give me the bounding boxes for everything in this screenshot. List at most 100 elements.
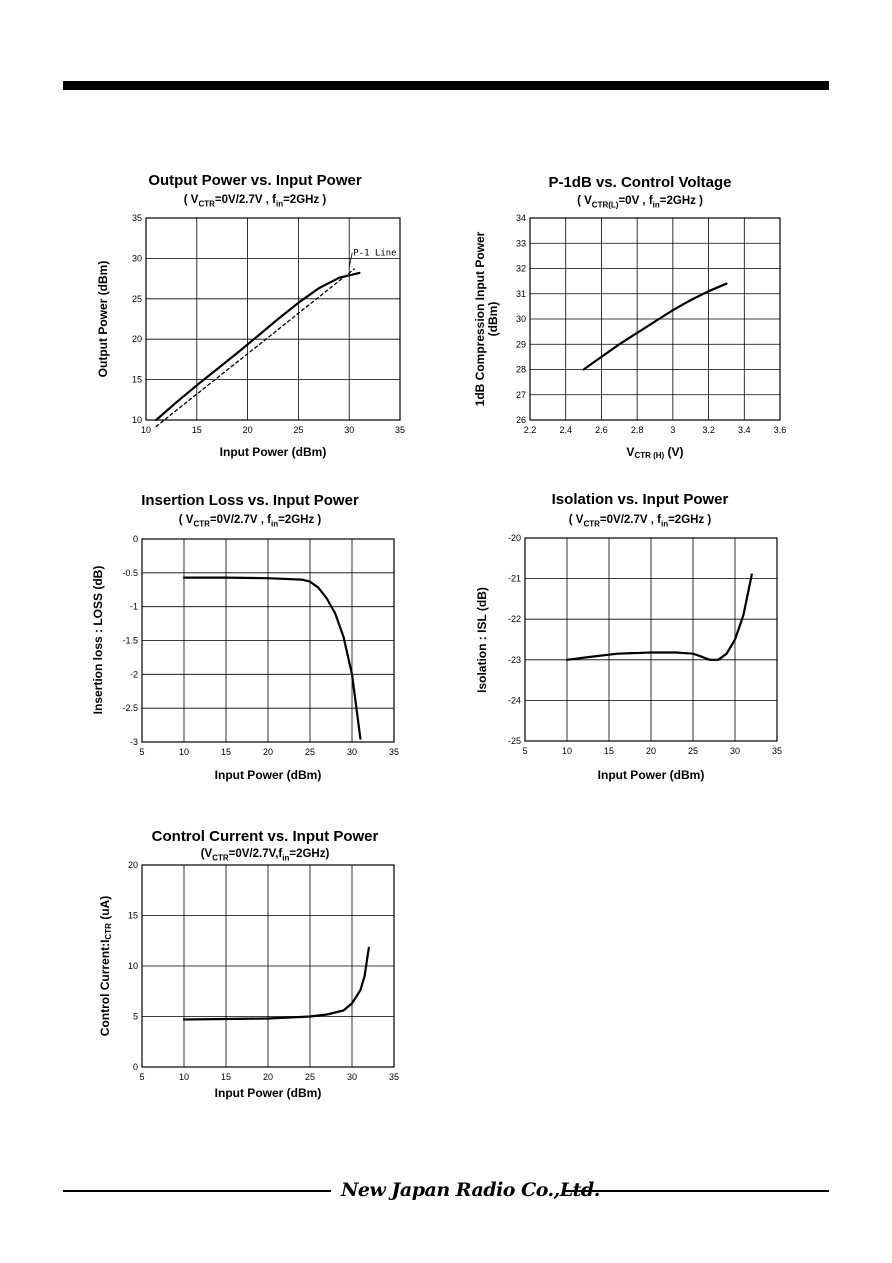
chart-output-power: Output Power vs. Input Power ( VCTR=0V/2…: [90, 172, 420, 472]
footer-rule-left: [63, 1190, 331, 1192]
x-tick-label: 30: [347, 1072, 357, 1082]
x-axis-label: VCTR (H) (V): [626, 445, 683, 460]
x-tick-label: 10: [141, 425, 151, 435]
y-tick-label: 5: [133, 1012, 138, 1022]
x-axis-label: Input Power (dBm): [215, 768, 322, 782]
x-tick-label: 15: [604, 746, 614, 756]
y-tick-label: 10: [132, 415, 142, 425]
company-logo: New Japan Radio Co.,Ltd.: [341, 1179, 600, 1201]
chart-title: Insertion Loss vs. Input Power: [141, 492, 359, 509]
chart-svg: 5 10 15 20 25 30 35 0 -0.5 -1 -1.5 -2 -2.5 -3 Input Po…: [91, 534, 399, 782]
y-tick-label: -1: [130, 602, 138, 612]
x-tick-label: 5: [139, 1072, 144, 1082]
y-tick-label: -25: [508, 736, 521, 746]
x-axis-label: Input Power (dBm): [598, 768, 705, 782]
y-axis-label: Isolation : ISL (dB): [475, 587, 489, 693]
plot-frame: [529, 217, 781, 421]
x-tick-label: 25: [305, 1072, 315, 1082]
x-tick-label: 2.8: [631, 425, 644, 435]
y-tick-label: 31: [516, 289, 526, 299]
plot-frame: [141, 864, 395, 1068]
x-tick-label: 5: [522, 746, 527, 756]
chart-title: Output Power vs. Input Power: [148, 172, 362, 189]
plot-frame: [141, 538, 395, 743]
y-axis-label: Output Power (dBm): [96, 261, 110, 378]
y-tick-label: 35: [132, 213, 142, 223]
y-axis-label: Control Current:ICTR (uA): [98, 896, 113, 1036]
x-tick-label: 2.4: [559, 425, 572, 435]
y-tick-label: -22: [508, 614, 521, 624]
y-tick-label: 34: [516, 213, 526, 223]
y-tick-label: -3: [130, 737, 138, 747]
x-tick-label: 5: [139, 747, 144, 757]
series-line: [182, 946, 370, 1021]
y-tick-label: 30: [516, 314, 526, 324]
chart-insertion-loss: Insertion Loss vs. Input Power ( VCTR=0V…: [85, 490, 415, 790]
x-tick-label: 20: [263, 1072, 273, 1082]
header-rule: [63, 81, 829, 90]
x-tick-label: 3.6: [774, 425, 787, 435]
x-tick-label: 35: [389, 1072, 399, 1082]
annotation-label: P-1 Line: [353, 249, 396, 259]
y-tick-label: -23: [508, 655, 521, 665]
x-tick-label: 3: [670, 425, 675, 435]
y-tick-label: 20: [132, 334, 142, 344]
x-tick-label: 20: [243, 425, 253, 435]
x-tick-label: 10: [179, 1072, 189, 1082]
y-tick-label: -21: [508, 574, 521, 584]
x-tick-label: 10: [179, 747, 189, 757]
footer-rule-right: [563, 1190, 829, 1192]
x-tick-label: 30: [347, 747, 357, 757]
series-line: [182, 576, 362, 740]
chart-svg: 10 15 20 25 30 35 10 15 20 25 30 35 P-1 Line Input Po…: [96, 213, 405, 459]
chart-subtitle: (VCTR=0V/2.7V,fin=2GHz): [200, 848, 330, 863]
y-tick-label: 27: [516, 390, 526, 400]
chart-title: Isolation vs. Input Power: [551, 491, 729, 508]
x-tick-label: 30: [730, 746, 740, 756]
y-tick-label: 26: [516, 415, 526, 425]
x-tick-label: 25: [688, 746, 698, 756]
y-axis-label: Insertion loss : LOSS (dB): [91, 566, 105, 715]
y-tick-label: 30: [132, 253, 142, 263]
x-tick-label: 35: [395, 425, 405, 435]
y-tick-label: -0.5: [122, 568, 138, 578]
y-tick-label: -2.5: [122, 703, 138, 713]
y-tick-label: 29: [516, 339, 526, 349]
y-tick-label: 0: [133, 1062, 138, 1072]
x-tick-label: 25: [305, 747, 315, 757]
x-tick-label: 30: [344, 425, 354, 435]
x-tick-label: 25: [293, 425, 303, 435]
series-line: [582, 282, 728, 371]
chart-isolation: Isolation vs. Input Power ( VCTR=0V/2.7V…: [470, 490, 810, 790]
chart-control-current: Control Current vs. Input Power (VCTR=0V…: [85, 828, 445, 1118]
annotation-leader: [348, 252, 353, 268]
x-tick-label: 15: [221, 747, 231, 757]
y-tick-label: 33: [516, 238, 526, 248]
y-tick-label: 0: [133, 534, 138, 544]
chart-subtitle: ( VCTR(L)=0V , fin=2GHz ): [577, 195, 703, 210]
series-line-dashed: [155, 268, 355, 428]
chart-subtitle: ( VCTR=0V/2.7V , fin=2GHz ): [568, 514, 712, 529]
x-tick-label: 10: [562, 746, 572, 756]
x-tick-label: 3.4: [738, 425, 751, 435]
x-tick-label: 15: [192, 425, 202, 435]
x-tick-label: 3.2: [702, 425, 715, 435]
chart-p1db: P-1dB vs. Control Voltage ( VCTR(L)=0V ,…: [470, 172, 810, 472]
chart-subtitle: ( VCTR=0V/2.7V , fin=2GHz ): [183, 194, 327, 209]
y-tick-label: -20: [508, 533, 521, 543]
y-tick-label: -2: [130, 669, 138, 679]
chart-svg: 5 10 15 20 25 30 35 -20 -21 -22 -23 -24 -25 Input Pow…: [475, 533, 782, 782]
x-tick-label: 2.6: [595, 425, 608, 435]
y-tick-label: 15: [128, 911, 138, 921]
x-tick-label: 15: [221, 1072, 231, 1082]
y-axis-label: 1dB Compression Input Power(dBm): [473, 231, 500, 406]
y-tick-label: -1.5: [122, 636, 138, 646]
x-axis-label: Input Power (dBm): [220, 445, 327, 459]
y-tick-label: 28: [516, 365, 526, 375]
y-tick-label: -24: [508, 695, 521, 705]
x-tick-label: 2.2: [524, 425, 537, 435]
x-axis-label: Input Power (dBm): [215, 1086, 322, 1100]
y-tick-label: 25: [132, 294, 142, 304]
chart-title: Control Current vs. Input Power: [151, 828, 379, 845]
